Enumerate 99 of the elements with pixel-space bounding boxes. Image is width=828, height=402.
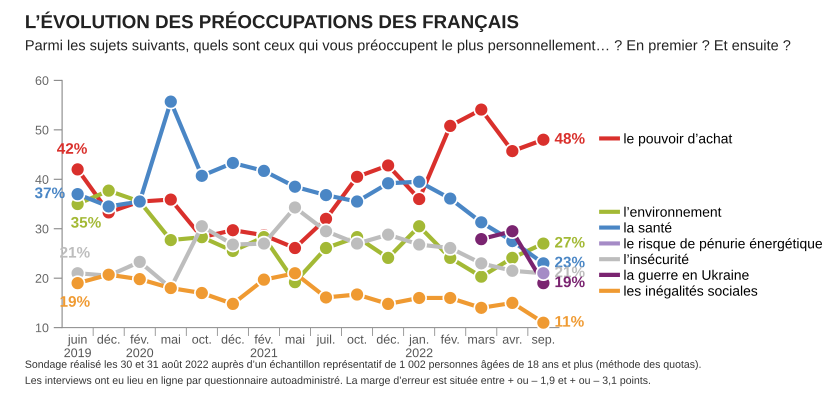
chart-title: L’ÉVOLUTION DES PRÉOCCUPATIONS DES FRANÇAIS [26, 12, 518, 32]
legend-label: l’insécurité [624, 254, 688, 264]
legend-label: l’environnement [624, 206, 722, 217]
point [442, 290, 458, 306]
point [504, 143, 520, 159]
point [536, 314, 552, 330]
point [225, 155, 241, 171]
point [411, 218, 427, 234]
point [225, 236, 241, 252]
point [473, 102, 490, 118]
y-tick-label: 40 [35, 175, 48, 184]
text: Sondage réalisé les 30 et 31 août 2022 auprès d’un échantillon représentatif de 1 002 personnes âgées de 18 ans et plus (méthode des quotas). [25, 360, 700, 370]
point [70, 186, 86, 202]
point [380, 296, 396, 312]
point [318, 240, 334, 256]
x-tick-label: déc. [222, 334, 244, 344]
point [349, 194, 365, 210]
point [504, 295, 520, 311]
point [318, 187, 334, 203]
x-tick-label: fév. 2021 [250, 334, 278, 358]
legend-label: la guerre en Ukraine [624, 270, 749, 283]
point [225, 296, 241, 312]
point [411, 290, 427, 306]
x-tick-label: juin 2019 [64, 334, 91, 358]
data-label: 35% [71, 216, 101, 228]
point [100, 182, 116, 198]
point [318, 223, 334, 239]
y-tick-label: 30 [35, 224, 48, 234]
point [70, 275, 86, 291]
chart-subtitle: Parmi les sujets suivants, quels sont ceux qui vous préoccupent le plus personnellement… ? En premier ? Et ensuite ? [26, 40, 790, 54]
point [162, 232, 179, 248]
point [442, 240, 458, 256]
x-tick-label: oct. [192, 336, 211, 344]
legend-label: le pouvoir d’achat [624, 133, 732, 146]
point [256, 163, 272, 179]
point [287, 178, 303, 194]
x-tick-label: mai [286, 334, 304, 344]
point [318, 290, 334, 306]
point [70, 162, 86, 178]
x-tick-label: déc. [97, 334, 120, 344]
point [225, 222, 241, 238]
x-tick-label: mars [468, 336, 495, 344]
point [442, 118, 458, 134]
point [411, 191, 427, 207]
point [132, 254, 148, 270]
x-tick-label: oct. [348, 336, 366, 344]
y-tick-label: 50 [36, 126, 48, 134]
y-tick-label: 60 [36, 76, 48, 86]
point [504, 262, 520, 279]
point [349, 169, 365, 185]
point [536, 132, 552, 148]
point [411, 236, 427, 252]
point [473, 214, 490, 230]
legend-label: les inégalités sociales [624, 285, 758, 299]
point [380, 250, 396, 266]
x-tick-label: avr. [502, 336, 522, 344]
point [473, 231, 490, 247]
data-label: 27% [555, 236, 585, 248]
point [162, 192, 179, 208]
x-tick-label: juil. [316, 334, 334, 346]
point [349, 286, 365, 302]
point [194, 285, 210, 301]
point [473, 300, 490, 316]
point [411, 174, 427, 190]
x-tick-label: sep. [532, 336, 554, 346]
point [256, 272, 272, 288]
point [287, 200, 303, 216]
x-tick-label: mai [162, 334, 180, 344]
x-tick-label: fév. [440, 334, 459, 344]
point [287, 240, 303, 256]
data-label: 23% [555, 256, 585, 268]
point [349, 236, 365, 252]
x-tick-label: fév. 2020 [126, 334, 154, 358]
y-tick-label: 20 [36, 274, 48, 283]
point [380, 175, 396, 192]
point [380, 226, 396, 242]
point [380, 158, 396, 174]
point [132, 271, 148, 287]
legend-label: la santé [624, 222, 672, 233]
point [473, 256, 490, 272]
point [100, 198, 116, 214]
data-label: 21% [555, 266, 585, 278]
x-tick-label: jan. 2022 [406, 334, 432, 358]
point [194, 168, 210, 184]
data-label: 19% [555, 276, 585, 288]
x-tick-label: déc. [376, 334, 399, 344]
text: Les interviews ont eu lieu en ligne par questionnaire autoadministré. La marge d’erreur est située entre + ou – 1,9 et + ou – 3,1 points. [26, 376, 650, 386]
point [318, 211, 334, 227]
data-label: 11% [555, 316, 584, 327]
point [287, 265, 303, 282]
point [442, 190, 458, 206]
data-label: 48% [554, 133, 585, 144]
point [256, 236, 272, 252]
point [162, 94, 179, 110]
point [504, 223, 520, 239]
y-tick-label: 10 [36, 323, 48, 332]
point [536, 236, 552, 252]
legend-label: le risque de pénurie énergétique [624, 238, 822, 252]
point [194, 218, 210, 234]
